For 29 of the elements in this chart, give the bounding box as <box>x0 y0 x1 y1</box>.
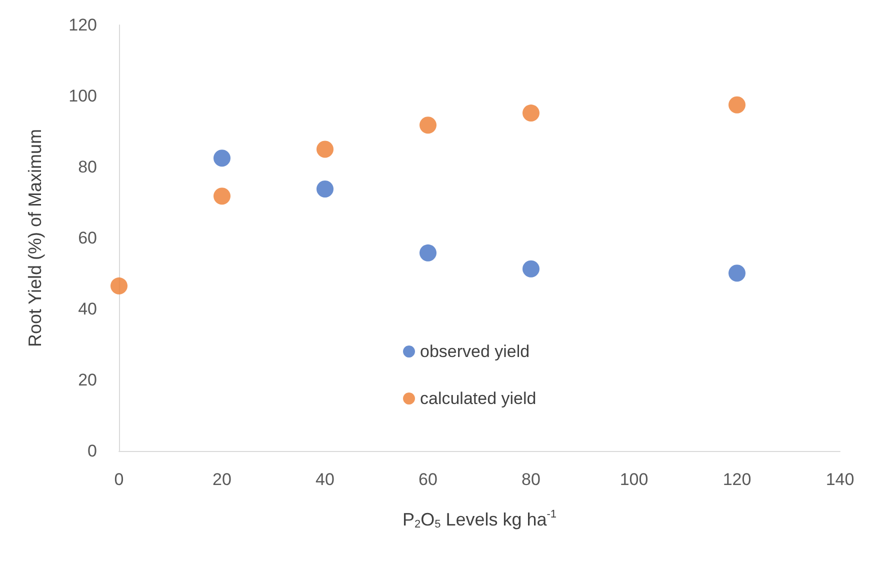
point <box>522 260 540 278</box>
x-tick-label: 0 <box>114 470 124 489</box>
legend-label: observed yield <box>420 342 530 361</box>
point <box>420 116 436 134</box>
x-tick-label: 100 <box>620 470 648 489</box>
y-tick-label: 120 <box>68 16 97 34</box>
y-tick-label: 40 <box>78 300 97 318</box>
x-tick-label: 60 <box>418 470 438 489</box>
point <box>110 277 128 294</box>
x-tick-label: 140 <box>826 470 854 489</box>
x-tick-label: 20 <box>212 470 232 489</box>
y-tick-label: 0 <box>88 442 97 460</box>
x-tick-label: 40 <box>316 470 334 489</box>
y-tick-label: 80 <box>78 158 97 176</box>
y-tick-label: 20 <box>78 370 97 390</box>
point <box>728 96 746 114</box>
point <box>214 150 230 167</box>
y-tick-label: 100 <box>68 86 97 106</box>
x-tick-label: 80 <box>522 470 540 489</box>
point <box>522 104 540 122</box>
point <box>316 180 334 198</box>
point <box>728 264 746 282</box>
y-axis-title: Root Yield (%) of Maximum <box>25 128 45 348</box>
point <box>316 140 334 158</box>
legend-label: calculated yield <box>420 389 536 408</box>
point <box>214 188 230 205</box>
x-tick-label: 120 <box>722 470 752 489</box>
y-tick-label: 60 <box>78 228 97 248</box>
point <box>420 244 436 262</box>
